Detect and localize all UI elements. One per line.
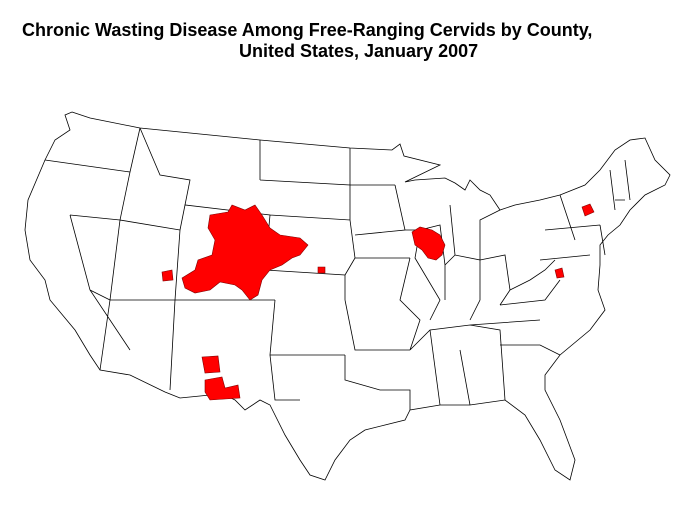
- state-borders: [44, 127, 631, 410]
- cwd-area-new-mexico-north: [201, 355, 221, 374]
- cwd-area-new-york: [581, 203, 595, 217]
- us-outline: [24, 111, 671, 481]
- cwd-area-wisconsin-illinois: [411, 226, 446, 261]
- cwd-area-utah: [161, 269, 174, 282]
- cwd-area-nebraska-east: [317, 266, 326, 274]
- title-line-1: Chronic Wasting Disease Among Free-Rangi…: [22, 20, 593, 40]
- title-line-2: United States, January 2007: [239, 41, 479, 61]
- cwd-area-new-mexico-south: [204, 376, 241, 401]
- cwd-area-colorado-wyoming-nebraska: [181, 204, 309, 301]
- cwd-area-west-virginia: [554, 267, 565, 279]
